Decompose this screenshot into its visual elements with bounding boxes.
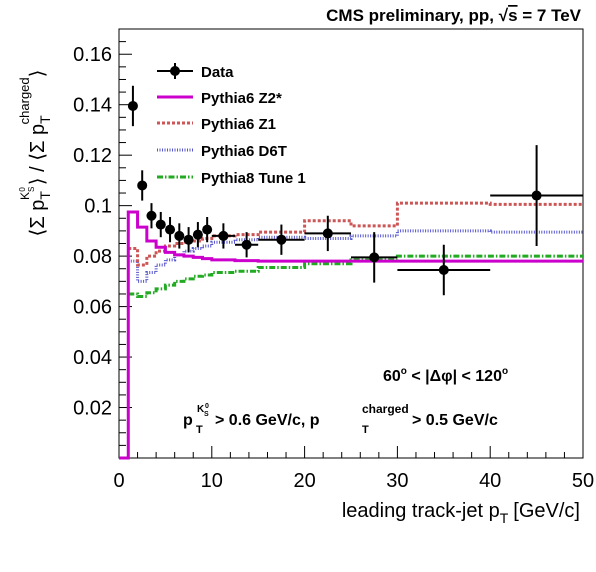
- legend-label-d6t: Pythia6 D6T: [201, 143, 287, 160]
- data-point: [490, 145, 583, 247]
- data-marker: [165, 224, 176, 235]
- y-tick-label: 0.14: [73, 95, 112, 117]
- legend-marker-data: [170, 66, 180, 76]
- data-marker: [155, 219, 166, 230]
- legend-label-z2star: Pythia6 Z2*: [201, 90, 282, 107]
- data-point: [146, 203, 157, 229]
- cuts-zero: 0: [205, 403, 209, 410]
- y-tick-label: 0.04: [73, 347, 112, 369]
- data-marker: [202, 224, 213, 235]
- x-tick-label: 0: [113, 470, 124, 492]
- svg-text:⟨Σ pTKS0⟩ / ⟨Σ pTcharged⟩: ⟨Σ pTKS0⟩ / ⟨Σ pTcharged⟩: [17, 70, 53, 237]
- data-marker: [322, 228, 333, 239]
- legend-label-pythia8: Pythia8 Tune 1: [201, 170, 306, 187]
- data-marker: [127, 100, 138, 111]
- data-point: [258, 224, 305, 255]
- y-axis-label: ⟨Σ pTKS0⟩ / ⟨Σ pTcharged⟩: [17, 70, 53, 237]
- data-point: [351, 232, 398, 283]
- data-point: [211, 223, 235, 249]
- data-point: [192, 222, 203, 248]
- legend-entry-z2star: Pythia6 Z2*: [157, 90, 282, 107]
- legend-label-data: Data: [201, 64, 234, 81]
- cuts-charged: charged: [362, 402, 409, 416]
- cuts-p1: p: [183, 412, 193, 429]
- mc-series: [119, 201, 583, 460]
- legend-label-z1: Pythia6 Z1: [201, 116, 276, 133]
- cuts-t1: T: [196, 424, 203, 436]
- data-points: [127, 85, 583, 296]
- data-marker: [146, 210, 157, 221]
- cuts-t2: T: [362, 424, 369, 436]
- data-point: [155, 211, 166, 238]
- cuts-annotation: p T K S 0 > 0.6 GeV/c, p T charged > 0.5…: [183, 402, 498, 436]
- y-tick-label: 0.06: [73, 297, 112, 319]
- data-marker: [174, 230, 185, 241]
- x-tick-label: 40: [479, 470, 501, 492]
- data-marker: [369, 252, 380, 263]
- legend-entry-z1: Pythia6 Z1: [157, 116, 276, 133]
- y-tick-label: 0.08: [73, 246, 112, 268]
- data-marker: [241, 239, 252, 250]
- legend-entry-data: Data: [157, 63, 234, 81]
- data-marker: [192, 229, 203, 240]
- dphi-annotation: 60o < |Δφ| < 120o: [383, 366, 508, 385]
- axes: 0 10 20 30 40 50 0.02 0.04 0.06 0.08 0.1 0.12 0.14 0.…: [73, 28, 594, 492]
- y-tick-label: 0.12: [73, 145, 112, 167]
- y-tick-label: 0.1: [84, 196, 112, 218]
- series-pythia8-tune-1: [128, 254, 583, 298]
- data-point: [235, 232, 259, 258]
- legend-entry-d6t: Pythia6 D6T: [157, 143, 287, 160]
- cuts-s: S: [204, 411, 209, 418]
- x-tick-label: 10: [201, 470, 223, 492]
- data-point: [202, 217, 213, 243]
- x-tick-label: 30: [386, 470, 408, 492]
- data-marker: [438, 264, 449, 275]
- data-point: [165, 217, 176, 243]
- data-point: [137, 170, 148, 201]
- cuts-k: K: [197, 404, 205, 415]
- data-marker: [137, 180, 148, 191]
- series-pythia6-d6t: [128, 229, 583, 283]
- data-point: [127, 85, 138, 127]
- x-tick-label: 20: [293, 470, 315, 492]
- data-point: [183, 227, 194, 253]
- y-tick-label: 0.16: [73, 44, 112, 66]
- data-point: [174, 223, 185, 249]
- cuts-text2: > 0.5 GeV/c: [412, 412, 498, 429]
- legend: Data Pythia6 Z2* Pythia6 Z1 Pythia6 D6T …: [157, 63, 306, 187]
- data-marker: [183, 234, 194, 245]
- legend-entry-pythia8: Pythia8 Tune 1: [157, 170, 306, 187]
- data-point: [304, 215, 351, 252]
- series-pythia6-z1: [128, 201, 583, 267]
- chart-title: CMS preliminary, pp, √s = 7 TeV: [326, 6, 582, 25]
- series-pythia6-z2: [119, 210, 583, 460]
- y-tick-label: 0.02: [73, 398, 112, 420]
- data-marker: [276, 234, 287, 245]
- data-marker: [218, 230, 229, 241]
- x-tick-label: 50: [572, 470, 594, 492]
- data-point: [397, 244, 491, 296]
- x-axis-label: leading track-jet pT [GeV/c]: [342, 500, 580, 526]
- cuts-text1: > 0.6 GeV/c, p: [215, 412, 320, 429]
- data-marker: [531, 190, 542, 201]
